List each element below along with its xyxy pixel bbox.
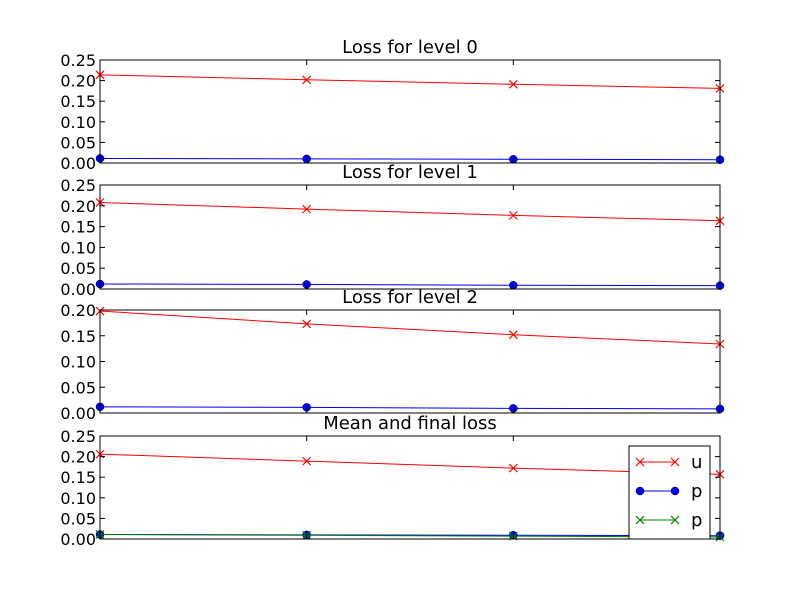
series-line-1 — [99, 406, 721, 410]
panel-2: 0.00 0.05 0.10 0.15 0.20 Loss for level 2 — [60, 287, 725, 423]
chart-title: Loss for level 0 — [342, 37, 478, 58]
y-tick-label: 0.10 — [60, 238, 96, 257]
data-point-0-2 — [508, 210, 518, 220]
y-tick-label: 0.00 — [60, 404, 96, 423]
data-point-0-1 — [302, 204, 312, 214]
series-line-0 — [99, 310, 721, 345]
plot-frame — [99, 184, 721, 290]
plot-frame — [99, 435, 721, 540]
legend-marker-0 — [635, 457, 645, 467]
y-tick-label: 0.05 — [60, 133, 96, 152]
y-tick-label: 0.10 — [60, 489, 96, 508]
panel-3: 0.00 0.050.10 0.150.20 0.25 Mean and final l… — [60, 413, 725, 549]
plot-frame — [99, 59, 721, 164]
series-line-2 — [99, 533, 721, 538]
y-tick-label: 0.00 — [60, 154, 96, 173]
y-tick-label: 0.05 — [60, 378, 96, 397]
y-tick-label: 0.05 — [60, 509, 96, 528]
panel-0: 0.00 0.050.10 0.150.20 0.25 Loss for level 0 — [60, 37, 725, 173]
chart-title: Loss for level 2 — [342, 287, 478, 308]
y-tick-label: 0.25 — [60, 51, 96, 70]
y-tick-label: 0.15 — [60, 468, 96, 487]
data-point-0-2 — [508, 79, 518, 89]
legend-marker-0 — [670, 457, 680, 467]
y-tick-label: 0.25 — [60, 176, 96, 195]
y-tick-label: 0.20 — [60, 301, 96, 320]
data-point-0-1 — [302, 319, 312, 329]
plot-area — [100, 60, 720, 163]
legend: upp — [628, 445, 711, 540]
series-line-0 — [99, 453, 721, 475]
data-point-0-1 — [302, 75, 312, 85]
legend-marker-1 — [635, 486, 645, 496]
legend-marker-2 — [635, 515, 645, 525]
chart-title: Mean and final loss — [323, 413, 497, 434]
legend-label-0: u — [691, 452, 702, 473]
y-tick-label: 0.20 — [60, 448, 96, 467]
data-point-0-2 — [508, 330, 518, 340]
data-point-0-2 — [508, 463, 518, 473]
plot-area — [100, 185, 720, 289]
y-tick-label: 0.25 — [60, 427, 96, 446]
chart-title: Loss for level 1 — [342, 162, 478, 183]
data-point-0-1 — [302, 456, 312, 466]
y-tick-label: 0.00 — [60, 530, 96, 549]
y-tick-label: 0.15 — [60, 92, 96, 111]
series-line-1 — [99, 157, 721, 161]
y-tick-label: 0.10 — [60, 353, 96, 372]
y-tick-label: 0.15 — [60, 327, 96, 346]
legend-marker-1 — [670, 486, 680, 496]
legend-label-1: p — [691, 481, 702, 502]
plot-area — [100, 310, 720, 413]
y-tick-label: 0.15 — [60, 218, 96, 237]
series-line-1 — [99, 283, 721, 287]
y-tick-label: 0.20 — [60, 72, 96, 91]
panel-1: 0.00 0.05 0.100.15 0.20 0.25 Loss for level 1 — [60, 162, 725, 299]
y-tick-label: 0.05 — [60, 259, 96, 278]
series-line-0 — [99, 74, 721, 89]
legend-marker-2 — [670, 515, 680, 525]
y-tick-label: 0.00 — [60, 280, 96, 299]
y-tick-label: 0.10 — [60, 113, 96, 132]
legend-label-2: p — [691, 510, 702, 531]
y-tick-label: 0.20 — [60, 197, 96, 216]
series-line-0 — [99, 201, 721, 222]
plot-area — [100, 436, 720, 539]
